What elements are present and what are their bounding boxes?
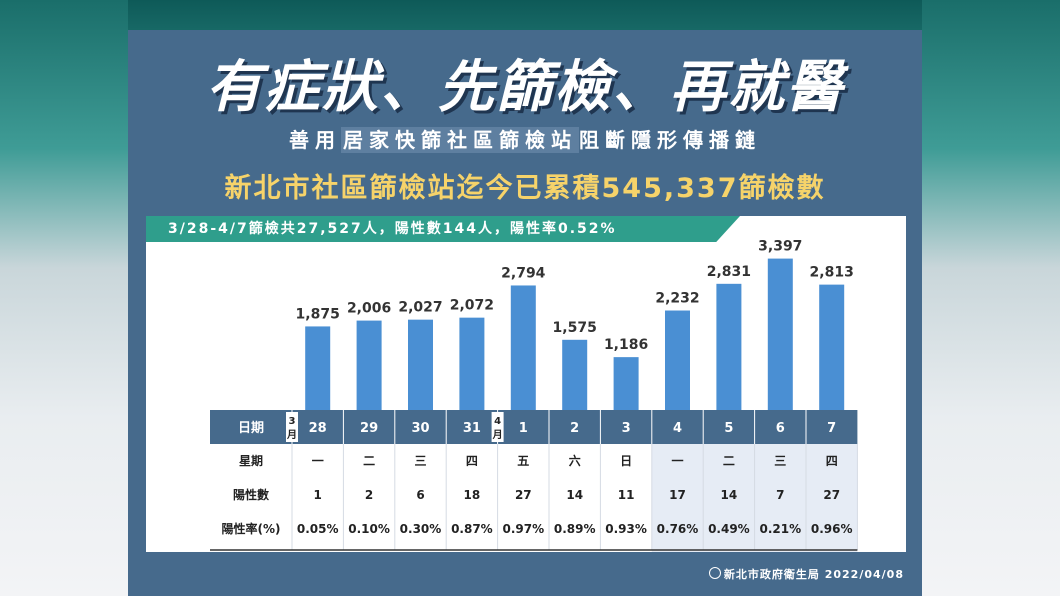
- subtitle-part1: 善用: [289, 128, 341, 152]
- data-label-4: 2,232: [655, 291, 699, 307]
- cell-weekday-1: 五: [517, 454, 529, 468]
- cell-weekday-28: 一: [312, 454, 324, 468]
- cell-rate-30: 0.30%: [400, 522, 442, 536]
- cell-rate-7: 0.96%: [811, 522, 853, 536]
- month-marker-unit: 月: [286, 429, 297, 441]
- cell-weekday-4: 一: [671, 454, 683, 468]
- tick-label-28: 28: [309, 421, 327, 436]
- bar-3: [613, 357, 639, 410]
- cell-positives-6: 7: [776, 488, 784, 502]
- cell-positives-29: 2: [365, 488, 373, 502]
- cell-rate-28: 0.05%: [297, 522, 339, 536]
- data-label-3: 1,186: [604, 337, 648, 353]
- tick-label-4: 4: [673, 421, 682, 436]
- cell-rate-4: 0.76%: [657, 522, 699, 536]
- subtitle-part2: 阻斷隱形傳播鏈: [579, 128, 761, 152]
- data-label-30: 2,027: [398, 300, 442, 316]
- cell-positives-5: 14: [721, 488, 738, 502]
- cell-positives-1: 27: [515, 488, 532, 502]
- cell-rate-5: 0.49%: [708, 522, 750, 536]
- bar-29: [356, 320, 382, 410]
- cell-positives-7: 27: [823, 488, 840, 502]
- poster: 有症狀、先篩檢、再就醫 善用 居家快篩社區篩檢站 阻斷隱形傳播鏈 新北市社區篩檢站迄…: [128, 30, 922, 596]
- date-header-row: [210, 410, 858, 444]
- subtitle-highlight: 居家快篩社區篩檢站: [341, 127, 579, 153]
- cell-positives-31: 18: [464, 488, 481, 502]
- bar-28: [305, 326, 331, 410]
- cell-rate-29: 0.10%: [348, 522, 390, 536]
- chart-panel: 1,875 2,006 2,027 2,072 2,794 1,575 1,186 2,232…: [146, 216, 906, 552]
- cell-weekday-6: 三: [774, 454, 786, 468]
- poster-title: 有症狀、先篩檢、再就醫: [206, 55, 844, 120]
- bar-2: [562, 339, 588, 410]
- cell-rate-3: 0.93%: [605, 522, 647, 536]
- data-label-7: 2,813: [810, 265, 854, 281]
- cell-positives-28: 1: [314, 488, 322, 502]
- data-label-31: 2,072: [450, 298, 494, 314]
- cell-rate-6: 0.21%: [759, 522, 801, 536]
- source-text: 新北市政府衛生局 2022/04/08: [723, 568, 904, 581]
- background-left: [0, 0, 128, 596]
- month-marker-unit: 月: [492, 429, 503, 441]
- month-marker-box: [491, 412, 504, 442]
- cell-weekday-31: 四: [466, 454, 478, 468]
- location-icon: [708, 567, 721, 579]
- summary-banner: 3/28-4/7篩檢共27,527人，陽性數144人，陽性率0.52%: [146, 216, 740, 242]
- background-right: [922, 0, 1060, 596]
- cell-weekday-3: 日: [620, 454, 632, 468]
- row-header-positives: 陽性數: [233, 487, 269, 502]
- bar-7: [819, 284, 845, 410]
- bar-4: [665, 310, 690, 410]
- cell-weekday-2: 六: [569, 453, 581, 468]
- month-marker-number: 4: [494, 416, 501, 427]
- cell-weekday-29: 二: [363, 454, 375, 468]
- bar-5: [716, 283, 742, 410]
- bar-6: [767, 258, 793, 410]
- bar-30: [408, 319, 433, 410]
- cell-weekday-7: 四: [826, 454, 838, 468]
- month-marker-number: 3: [289, 416, 296, 427]
- data-label-1: 2,794: [501, 265, 546, 281]
- row-header-rate: 陽性率(%): [222, 521, 281, 536]
- source-credit: 新北市政府衛生局 2022/04/08: [708, 566, 904, 582]
- cell-weekday-5: 二: [723, 454, 735, 468]
- tick-label-31: 31: [463, 421, 481, 436]
- bar-chart: 1,875 2,006 2,027 2,072 2,794 1,575 1,186 2,232…: [210, 239, 858, 552]
- cell-weekday-30: 三: [414, 454, 426, 468]
- cell-positives-30: 6: [416, 488, 424, 502]
- tick-label-3: 3: [622, 421, 631, 436]
- bar-31: [459, 317, 485, 410]
- headline: 新北市社區篩檢站迄今已累積545,337篩檢數: [224, 173, 826, 204]
- cell-positives-3: 11: [618, 488, 635, 502]
- tick-label-6: 6: [776, 421, 785, 436]
- row-header-weekday: 星期: [239, 453, 263, 468]
- cell-positives-2: 14: [566, 488, 583, 502]
- data-label-5: 2,831: [707, 264, 751, 280]
- row-header-date: 日期: [238, 421, 264, 436]
- data-label-28: 1,875: [296, 306, 340, 322]
- data-label-29: 2,006: [347, 301, 391, 317]
- cell-rate-31: 0.87%: [451, 522, 493, 536]
- tick-label-29: 29: [360, 421, 378, 436]
- bar-1: [510, 285, 536, 410]
- tick-label-2: 2: [570, 421, 579, 436]
- cell-rate-1: 0.97%: [502, 522, 544, 536]
- tick-label-5: 5: [724, 421, 733, 436]
- poster-subtitle: 善用 居家快篩社區篩檢站 阻斷隱形傳播鏈: [128, 124, 922, 153]
- data-label-6: 3,397: [758, 239, 802, 255]
- tick-label-1: 1: [519, 421, 528, 436]
- cell-positives-4: 17: [669, 488, 686, 502]
- data-label-2: 1,575: [553, 320, 597, 336]
- cell-rate-2: 0.89%: [554, 522, 596, 536]
- tick-label-7: 7: [827, 421, 836, 436]
- tick-label-30: 30: [411, 421, 429, 436]
- month-marker-box: [286, 412, 298, 442]
